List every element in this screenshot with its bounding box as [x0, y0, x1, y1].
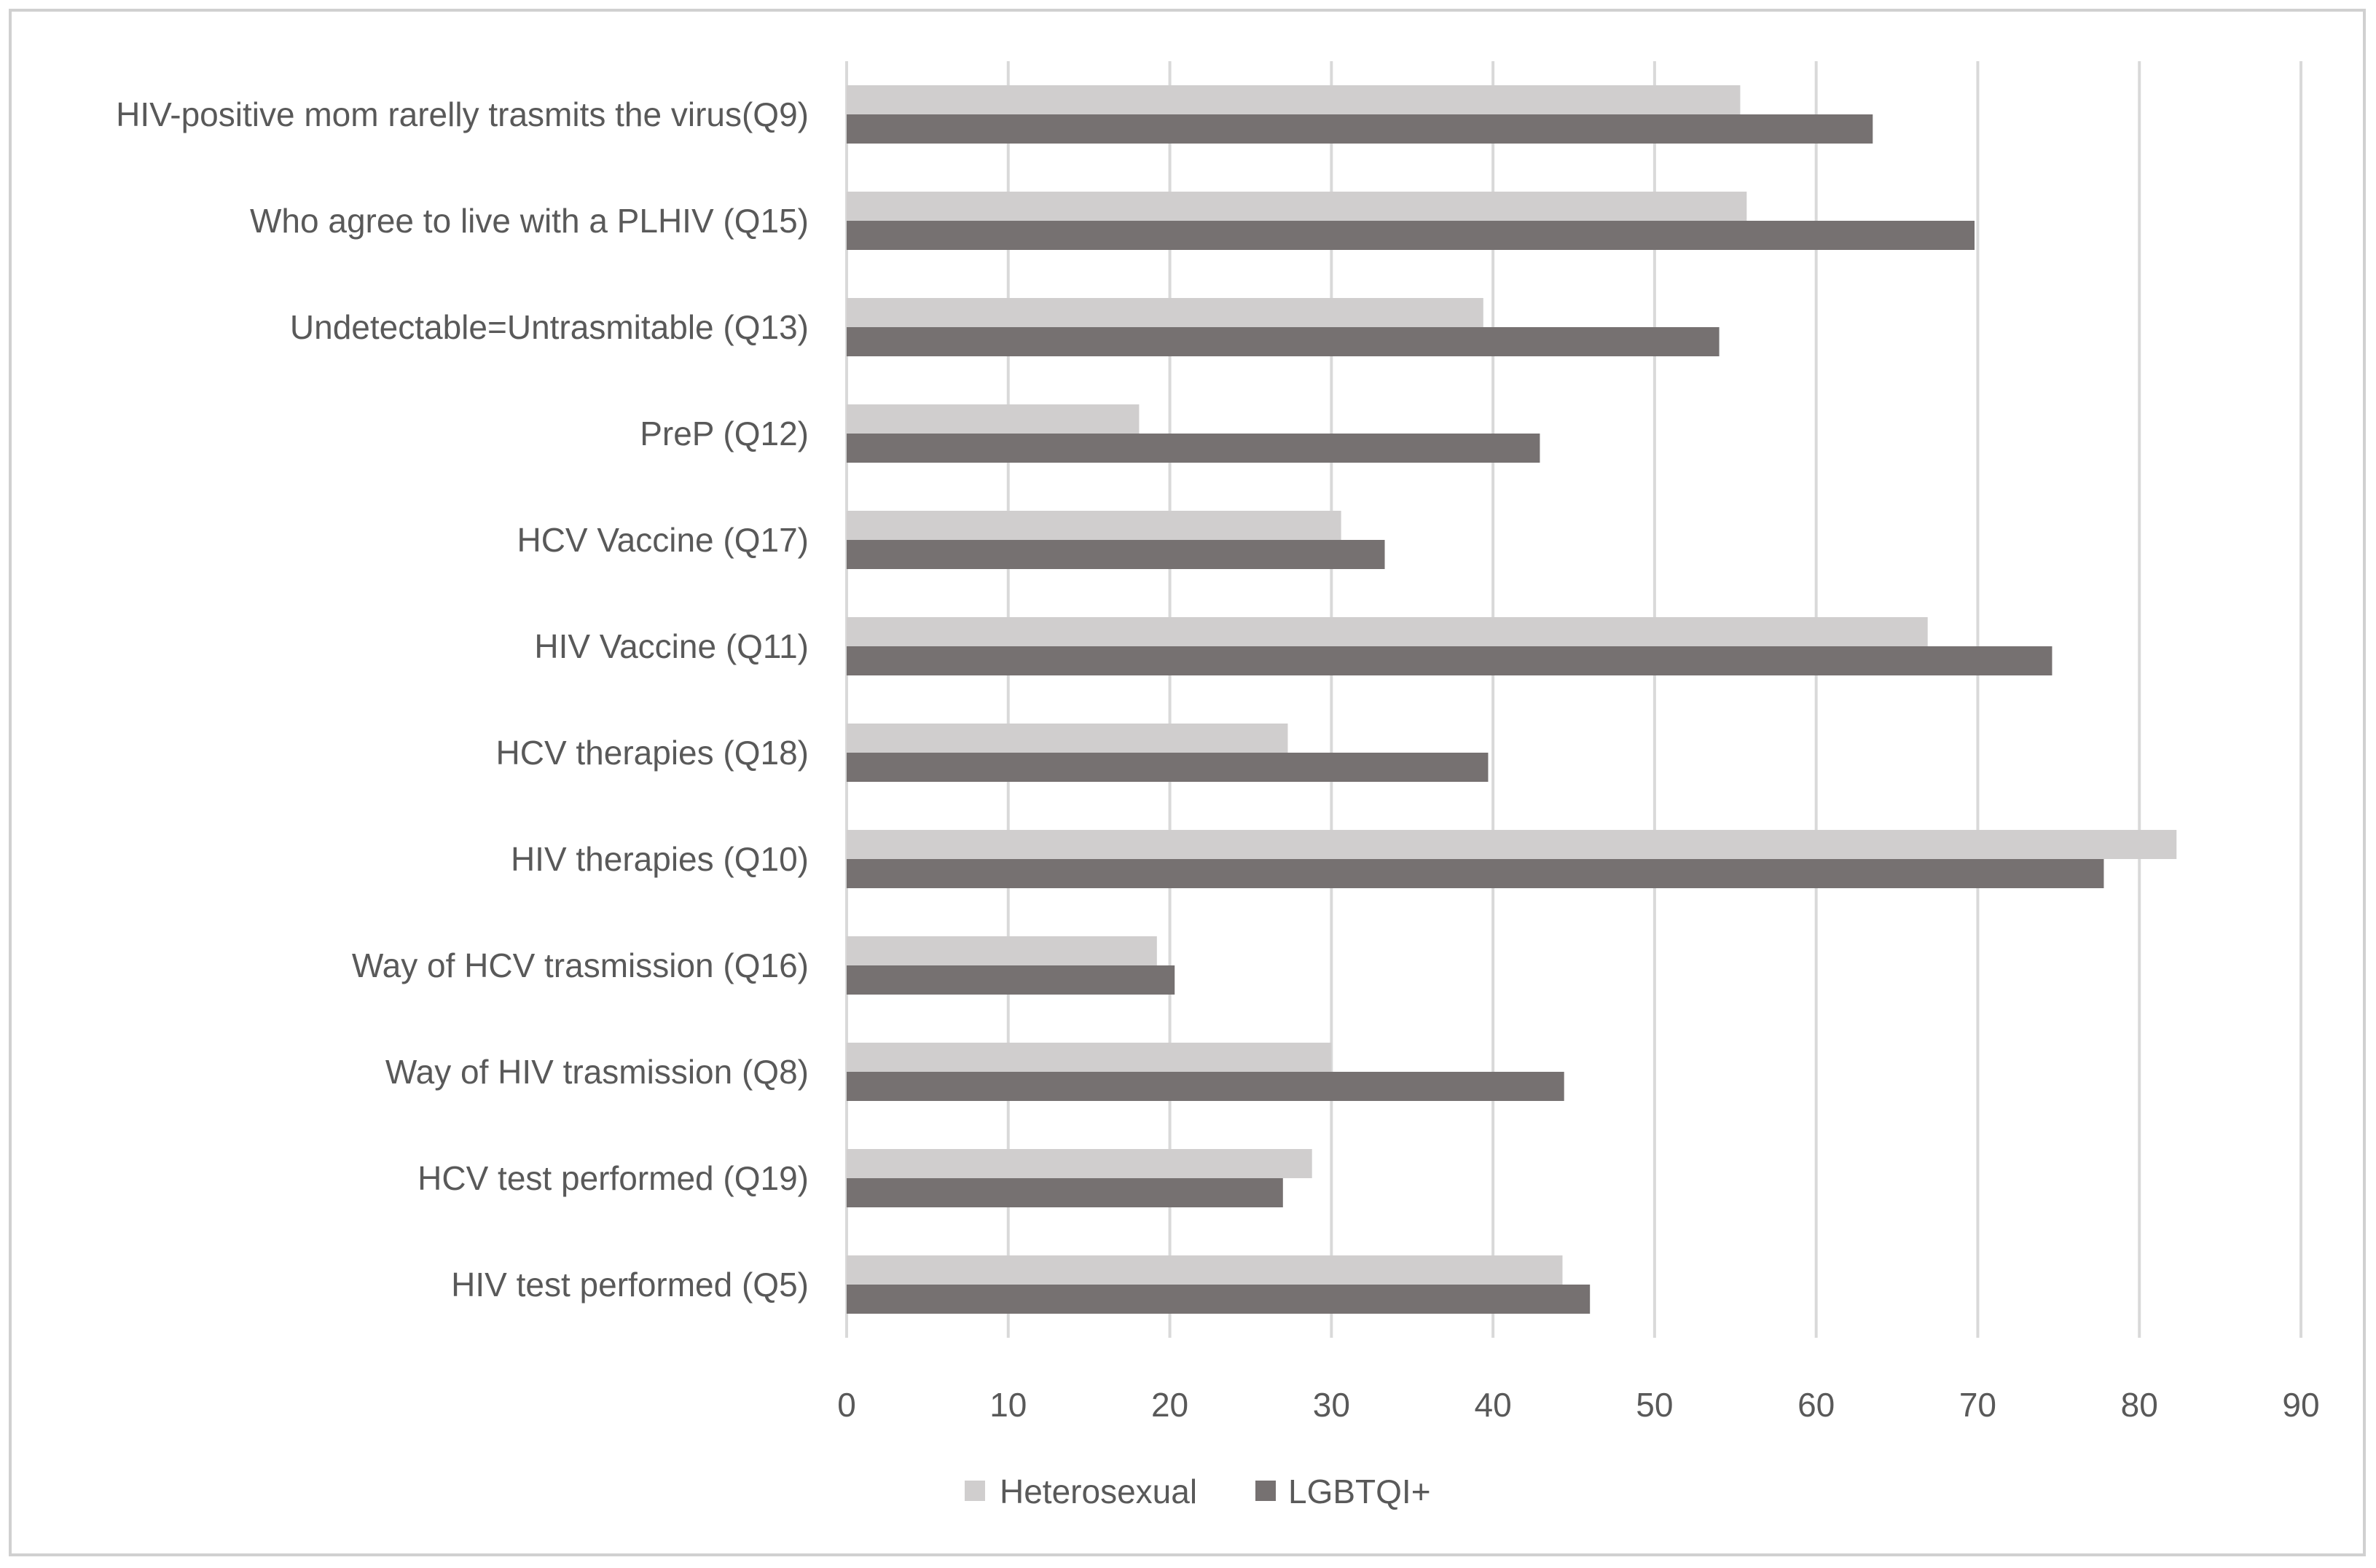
- bar-lgbtqi-8: [847, 965, 1175, 995]
- bar-heterosexual-10: [847, 1149, 1312, 1178]
- category-label: Undetectable=Untrasmitable (Q13): [290, 308, 809, 346]
- category-label: HIV-positive mom rarelly trasmits the vi…: [116, 95, 809, 133]
- bar-lgbtqi-3: [847, 434, 1540, 463]
- x-tick-label: 10: [989, 1386, 1027, 1424]
- x-tick-label: 20: [1151, 1386, 1188, 1424]
- category-label: HIV test performed (Q5): [451, 1266, 809, 1304]
- bar-lgbtqi-10: [847, 1178, 1283, 1207]
- bar-lgbtqi-5: [847, 646, 2052, 675]
- bar-lgbtqi-1: [847, 221, 1975, 250]
- x-tick-label: 70: [1959, 1386, 1996, 1424]
- legend-label-lgbtqi: LGBTQI+: [1288, 1473, 1431, 1510]
- bar-lgbtqi-11: [847, 1285, 1591, 1314]
- bar-heterosexual-0: [847, 85, 1741, 114]
- legend: Heterosexual LGBTQI+: [965, 1473, 1431, 1510]
- bars: [847, 85, 2177, 1314]
- bar-heterosexual-2: [847, 298, 1483, 327]
- category-label: HCV Vaccine (Q17): [517, 521, 809, 559]
- x-tick-label: 60: [1797, 1386, 1835, 1424]
- x-tick-label: 40: [1475, 1386, 1512, 1424]
- x-tick-label: 80: [2121, 1386, 2158, 1424]
- category-label: Way of HIV trasmission (Q8): [385, 1053, 809, 1091]
- bar-heterosexual-6: [847, 724, 1288, 753]
- bar-heterosexual-5: [847, 617, 1928, 646]
- category-label: HIV Vaccine (Q11): [534, 627, 809, 665]
- bar-heterosexual-11: [847, 1255, 1563, 1285]
- bar-lgbtqi-2: [847, 327, 1720, 356]
- bar-heterosexual-3: [847, 404, 1140, 434]
- bar-lgbtqi-9: [847, 1072, 1564, 1101]
- legend-swatch-heterosexual: [965, 1481, 985, 1501]
- category-label: Way of HCV trasmission (Q16): [352, 946, 809, 984]
- category-label: HCV test performed (Q19): [417, 1159, 809, 1197]
- category-label: HIV therapies (Q10): [511, 840, 809, 878]
- bar-lgbtqi-4: [847, 540, 1385, 569]
- bar-lgbtqi-0: [847, 114, 1873, 144]
- bar-heterosexual-7: [847, 830, 2177, 859]
- x-tick-label: 90: [2282, 1386, 2319, 1424]
- grid-lines: [845, 61, 2302, 1338]
- legend-label-heterosexual: Heterosexual: [1000, 1473, 1197, 1510]
- category-label: PreP (Q12): [640, 415, 809, 452]
- x-tick-labels: 0 10 20 30 40 50 60 70 80 90: [837, 1386, 2319, 1424]
- bar-heterosexual-8: [847, 936, 1157, 965]
- category-labels: HIV-positive mom rarelly trasmits the vi…: [116, 95, 809, 1304]
- x-tick-label: 30: [1313, 1386, 1350, 1424]
- x-tick-label: 0: [837, 1386, 856, 1424]
- category-label: HCV therapies (Q18): [496, 734, 809, 772]
- legend-swatch-lgbtqi: [1255, 1481, 1276, 1501]
- bar-heterosexual-1: [847, 192, 1747, 221]
- x-tick-label: 50: [1636, 1386, 1673, 1424]
- bar-heterosexual-9: [847, 1043, 1332, 1072]
- bar-heterosexual-4: [847, 511, 1341, 540]
- bar-lgbtqi-6: [847, 753, 1489, 782]
- bar-lgbtqi-7: [847, 859, 2104, 888]
- category-label: Who agree to live with a PLHIV (Q15): [250, 202, 809, 240]
